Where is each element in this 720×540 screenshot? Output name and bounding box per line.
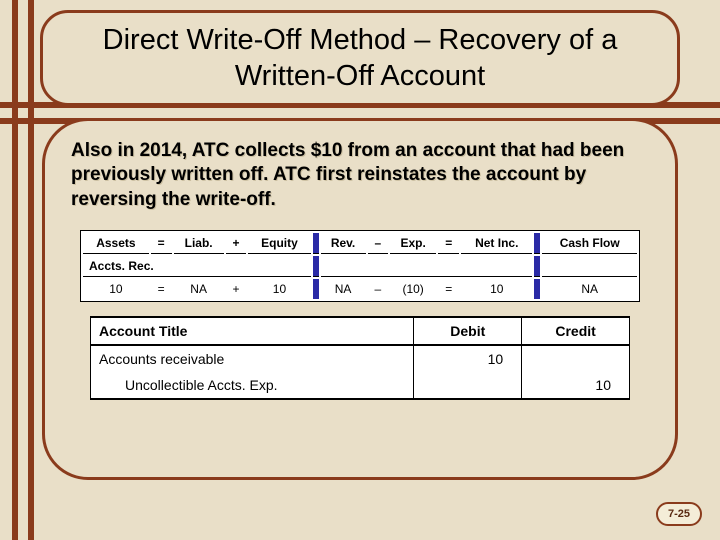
eq-h-minus: –	[368, 233, 388, 254]
journal-header-row: Account Title Debit Credit	[91, 317, 630, 345]
eq-v-plus: +	[226, 279, 247, 299]
eq-v-assets: 10	[83, 279, 149, 299]
accounting-equation-table: Assets = Liab. + Equity Rev. – Exp. = Ne…	[80, 230, 640, 302]
body-text: Also in 2014, ATC collects $10 from an a…	[71, 139, 649, 212]
eq-v-minus: –	[368, 279, 388, 299]
eq-sep-1c	[313, 279, 319, 299]
eq-v-eq1: =	[151, 279, 172, 299]
eq-sep-2	[534, 233, 540, 254]
eq-h-eq2: =	[438, 233, 459, 254]
eq-v-cash: NA	[542, 279, 637, 299]
eq-subhead-row: Accts. Rec.	[83, 256, 637, 277]
eq-h-assets: Assets	[83, 233, 149, 254]
jr-2-title: Uncollectible Accts. Exp.	[91, 372, 414, 399]
eq-v-netinc: 10	[461, 279, 532, 299]
eq-h-eq1: =	[151, 233, 172, 254]
jr-2-debit	[414, 372, 522, 399]
eq-h-liab: Liab.	[174, 233, 224, 254]
eq-h-plus: +	[226, 233, 247, 254]
journal-row-1: Accounts receivable 10	[91, 345, 630, 372]
eq-subhead: Accts. Rec.	[83, 256, 311, 277]
journal-entry-table: Account Title Debit Credit Accounts rece…	[90, 316, 630, 400]
decor-vbar-2	[28, 0, 34, 540]
eq-h-equity: Equity	[248, 233, 310, 254]
content-panel: Also in 2014, ATC collects $10 from an a…	[42, 118, 678, 480]
jr-col-debit: Debit	[414, 317, 522, 345]
eq-v-equity: 10	[248, 279, 310, 299]
eq-sep-2b	[534, 256, 540, 277]
jr-col-account: Account Title	[91, 317, 414, 345]
eq-sep-1b	[313, 256, 319, 277]
journal-row-2: Uncollectible Accts. Exp. 10	[91, 372, 630, 399]
jr-col-credit: Credit	[522, 317, 630, 345]
eq-sep-2c	[534, 279, 540, 299]
jr-1-credit	[522, 345, 630, 372]
eq-h-rev: Rev.	[321, 233, 366, 254]
eq-v-liab: NA	[174, 279, 224, 299]
eq-h-cash: Cash Flow	[542, 233, 637, 254]
slide-title: Direct Write-Off Method – Recovery of a …	[63, 22, 657, 95]
eq-v-exp: (10)	[390, 279, 436, 299]
page-number: 7-25	[656, 502, 702, 526]
title-panel: Direct Write-Off Method – Recovery of a …	[40, 10, 680, 106]
eq-header-row: Assets = Liab. + Equity Rev. – Exp. = Ne…	[83, 233, 637, 254]
eq-h-exp: Exp.	[390, 233, 436, 254]
decor-vbar-1	[12, 0, 18, 540]
eq-h-netinc: Net Inc.	[461, 233, 532, 254]
eq-v-eq2: =	[438, 279, 459, 299]
eq-v-rev: NA	[321, 279, 366, 299]
jr-2-credit: 10	[522, 372, 630, 399]
eq-values-row: 10 = NA + 10 NA – (10) = 10 NA	[83, 279, 637, 299]
eq-sep-1	[313, 233, 319, 254]
jr-1-debit: 10	[414, 345, 522, 372]
jr-1-title: Accounts receivable	[91, 345, 414, 372]
